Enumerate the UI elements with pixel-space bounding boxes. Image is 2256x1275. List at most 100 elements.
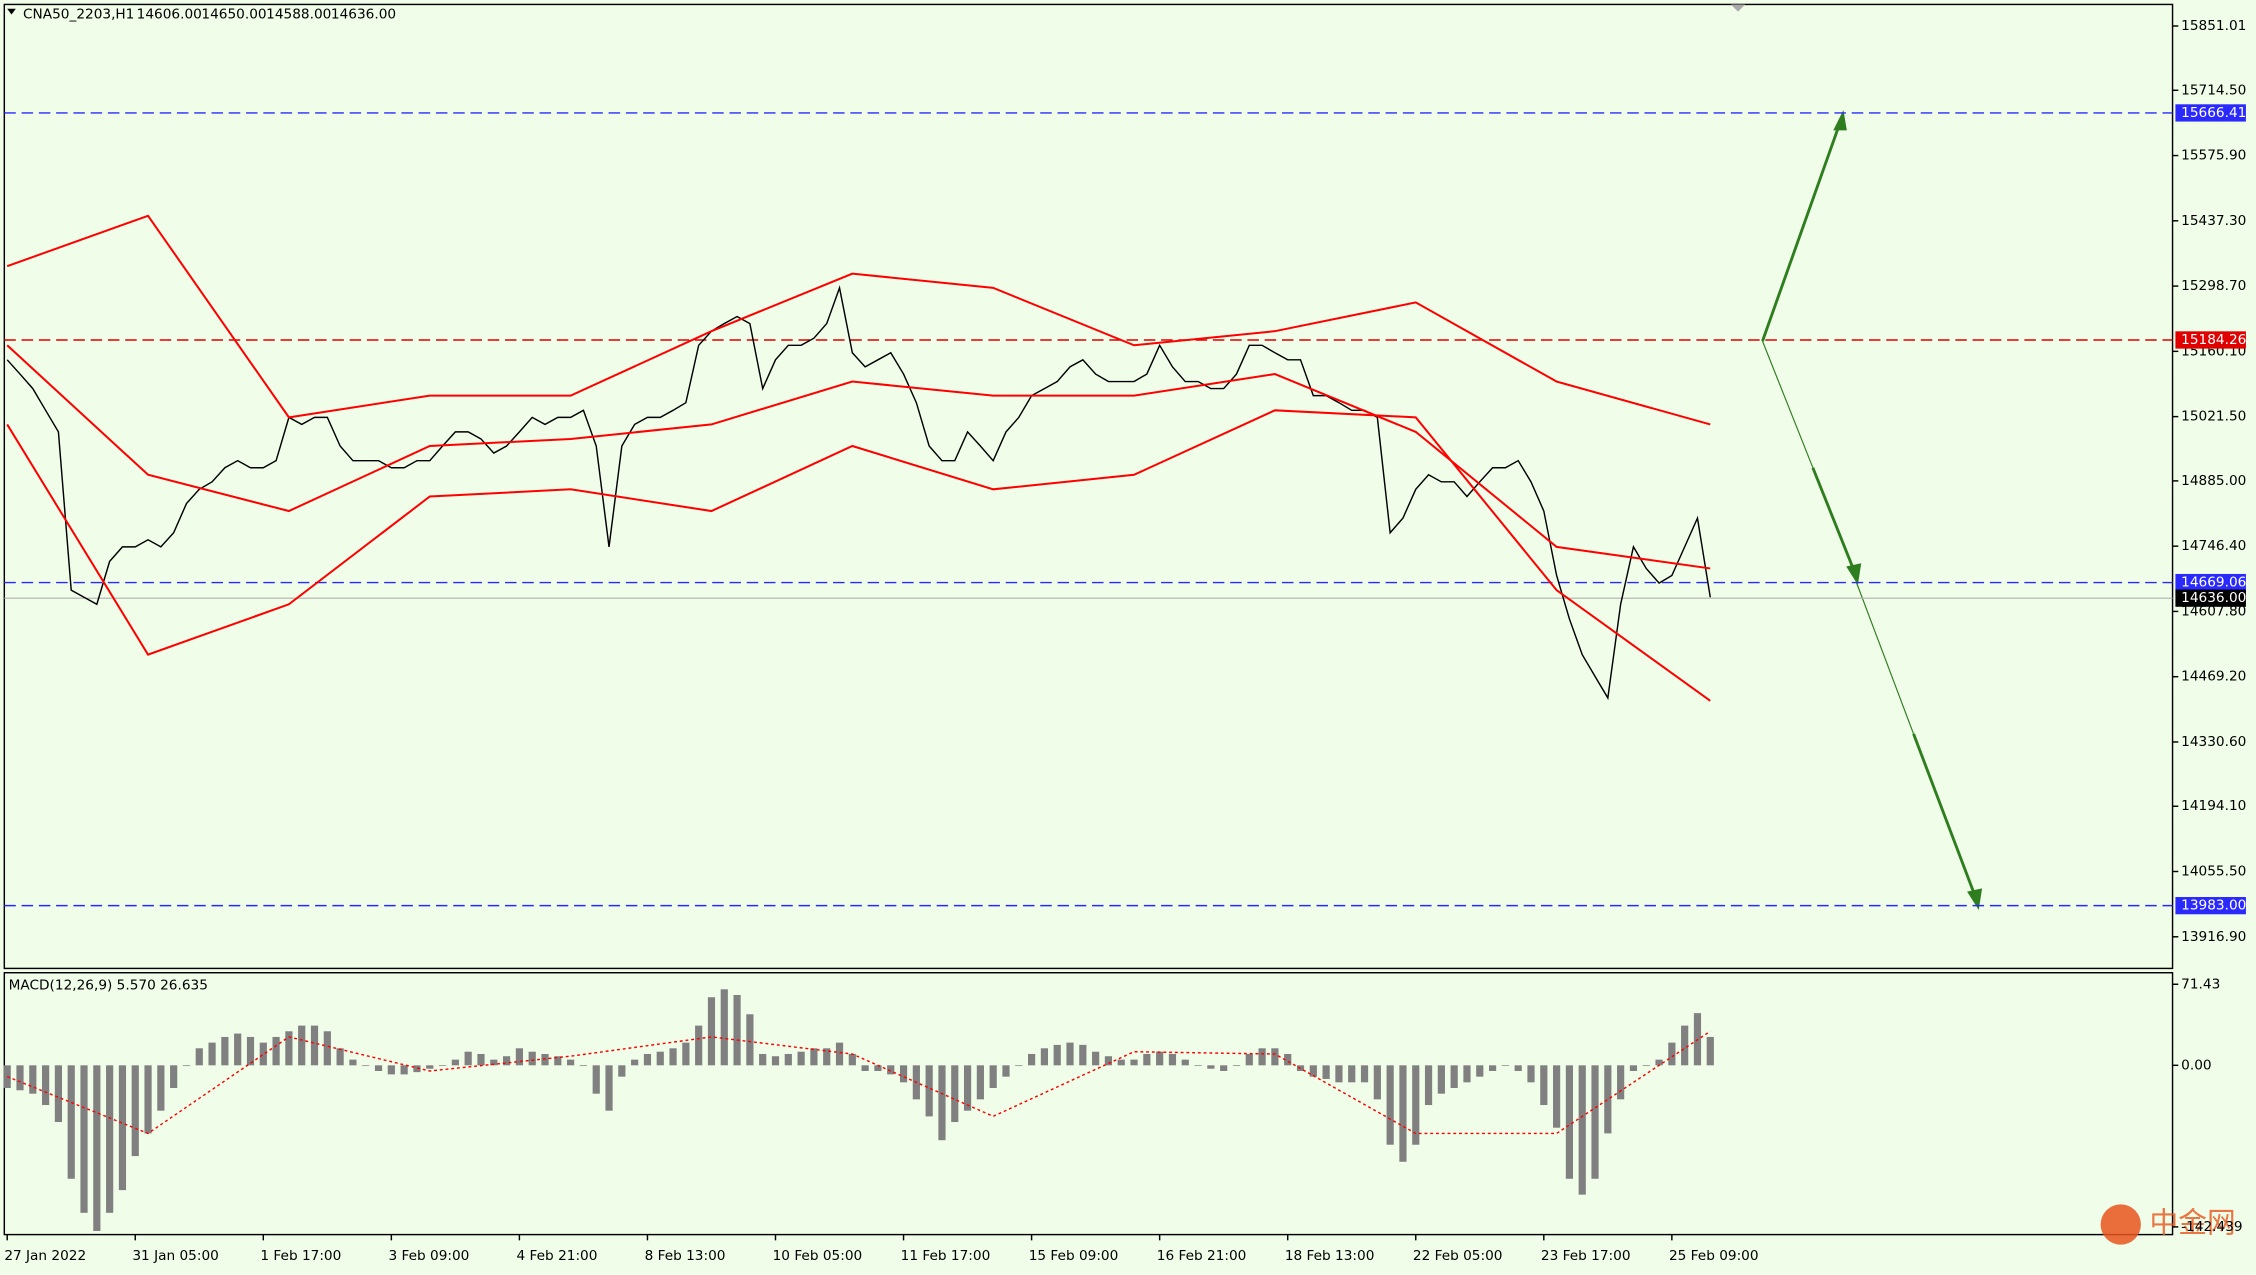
histogram-bar (1501, 1065, 1509, 1067)
histogram-bar (477, 1053, 485, 1066)
y-tick-label: 14607.80 (2181, 603, 2246, 619)
histogram-bar (1015, 1065, 1023, 1067)
y-tick-label: 71.43 (2181, 976, 2220, 992)
symbol: CNA50_2203,H1 (23, 7, 134, 23)
histogram-bar (144, 1065, 152, 1134)
histogram-bar (67, 1065, 75, 1179)
histogram-bar (195, 1048, 203, 1066)
histogram-bar (1104, 1056, 1113, 1066)
histogram-bar (1245, 1053, 1253, 1066)
histogram-bar (1604, 1065, 1612, 1134)
histogram-bar (464, 1051, 472, 1066)
histogram-bar (387, 1065, 395, 1075)
histogram-bar (1284, 1053, 1292, 1066)
histogram-bar (1553, 1065, 1561, 1128)
histogram-bar (1437, 1065, 1445, 1094)
histogram-bar (400, 1065, 408, 1075)
x-tick-label: 15 Feb 09:00 (1029, 1248, 1119, 1264)
histogram-bar (1360, 1065, 1369, 1083)
histogram-bar (413, 1065, 421, 1073)
histogram-bar (208, 1042, 216, 1066)
y-tick-label: 14330.60 (2181, 734, 2246, 750)
histogram-bar (1373, 1065, 1381, 1100)
histogram-bar (80, 1065, 88, 1213)
y-tick-label: 15714.50 (2181, 82, 2246, 98)
histogram-bar (1220, 1065, 1228, 1071)
histogram-bar (1463, 1065, 1471, 1083)
histogram-bar (1424, 1065, 1433, 1106)
price-panel (3, 3, 2174, 970)
histogram-bar (720, 989, 728, 1066)
histogram-bar (848, 1053, 856, 1066)
level-label: 13983.00 (2181, 898, 2246, 914)
histogram-bar (362, 1065, 370, 1067)
histogram-bar (246, 1036, 255, 1066)
histogram-bar (182, 1065, 191, 1067)
histogram-bar (1617, 1065, 1625, 1100)
histogram-bar (1322, 1065, 1330, 1079)
y-tick-label: 14194.10 (2181, 798, 2246, 814)
histogram-bar (1488, 1065, 1497, 1071)
histogram-bar (810, 1048, 818, 1066)
ohlc-open: 14606.00 (137, 7, 202, 23)
histogram-bar (157, 1065, 165, 1111)
histogram-bar (1476, 1065, 1484, 1077)
histogram-bar (579, 1065, 588, 1067)
histogram-bar (1655, 1059, 1663, 1066)
histogram-bar (1309, 1065, 1317, 1077)
histogram-bar (759, 1053, 767, 1066)
histogram-bar (643, 1053, 652, 1066)
histogram-bar (42, 1065, 50, 1106)
y-tick-label: 0.00 (2181, 1057, 2211, 1073)
level-label: 15666.41 (2181, 105, 2246, 121)
histogram-bar (669, 1048, 677, 1066)
level-tag (2175, 573, 2246, 592)
histogram-bar (1143, 1053, 1151, 1066)
y-tick-label: 14055.50 (2181, 864, 2246, 880)
level-tag (2175, 104, 2246, 122)
histogram-bar (631, 1059, 639, 1066)
histogram-bar (1578, 1065, 1586, 1195)
histogram-bar (938, 1065, 946, 1141)
x-tick-label: 4 Feb 21:00 (517, 1248, 598, 1264)
histogram-bar (1591, 1065, 1599, 1179)
histogram-bar (592, 1065, 600, 1094)
histogram-bar (336, 1048, 344, 1066)
menu-triangle[interactable] (7, 8, 16, 15)
histogram-bar (1002, 1065, 1010, 1077)
histogram-bar (1399, 1065, 1407, 1162)
histogram-bar (170, 1065, 178, 1089)
x-tick-label: 3 Feb 09:00 (388, 1248, 469, 1264)
y-tick-label: 14885.00 (2181, 473, 2246, 489)
histogram-bar (106, 1065, 114, 1213)
y-tick-label: 13916.90 (2181, 929, 2246, 945)
histogram-bar (567, 1059, 575, 1066)
x-tick-label: 25 Feb 09:00 (1669, 1248, 1759, 1264)
histogram-bar (1348, 1065, 1356, 1083)
level-tag (2175, 589, 2246, 607)
histogram-bar (528, 1051, 536, 1066)
histogram-bar (1540, 1065, 1548, 1106)
histogram-bar (118, 1065, 127, 1191)
histogram-bar (221, 1036, 229, 1066)
histogram-bar (656, 1051, 664, 1066)
watermark: 中金网 (2150, 1206, 2236, 1240)
histogram-bar (1079, 1044, 1087, 1066)
histogram-bar (1232, 1065, 1241, 1067)
histogram-bar (29, 1065, 37, 1094)
signal-line (6, 1030, 1711, 1135)
ohlc-high: 14650.00 (201, 7, 266, 23)
histogram-bar (1668, 1042, 1676, 1066)
band-line (6, 344, 1711, 570)
histogram-bar (1258, 1048, 1266, 1066)
histogram-bar (899, 1065, 908, 1083)
histogram-bar (1066, 1042, 1074, 1066)
histogram-bar (861, 1065, 869, 1071)
histogram-bar (797, 1051, 805, 1066)
histogram-bar (541, 1053, 549, 1066)
histogram-bar (1040, 1048, 1049, 1066)
histogram-bar (272, 1036, 280, 1066)
histogram-bar (374, 1065, 383, 1071)
y-tick-label: 14746.40 (2181, 538, 2246, 554)
